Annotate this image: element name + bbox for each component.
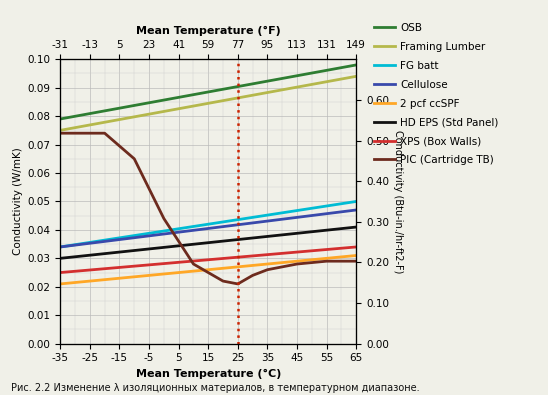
X-axis label: Mean Temperature (°F): Mean Temperature (°F) bbox=[136, 26, 281, 36]
Y-axis label: Conductivity (W/mK): Conductivity (W/mK) bbox=[13, 148, 24, 255]
X-axis label: Mean Temperature (°C): Mean Temperature (°C) bbox=[135, 369, 281, 379]
Text: Рис. 2.2 Изменение λ изоляционных материалов, в температурном диапазоне.: Рис. 2.2 Изменение λ изоляционных матери… bbox=[11, 383, 420, 393]
Y-axis label: Conductivity (Btu-in./hr-ft2-F): Conductivity (Btu-in./hr-ft2-F) bbox=[393, 130, 403, 273]
Legend: OSB, Framing Lumber, FG batt, Cellulose, 2 pcf ccSPF, HD EPS (Std Panel), XPS (B: OSB, Framing Lumber, FG batt, Cellulose,… bbox=[373, 21, 501, 167]
